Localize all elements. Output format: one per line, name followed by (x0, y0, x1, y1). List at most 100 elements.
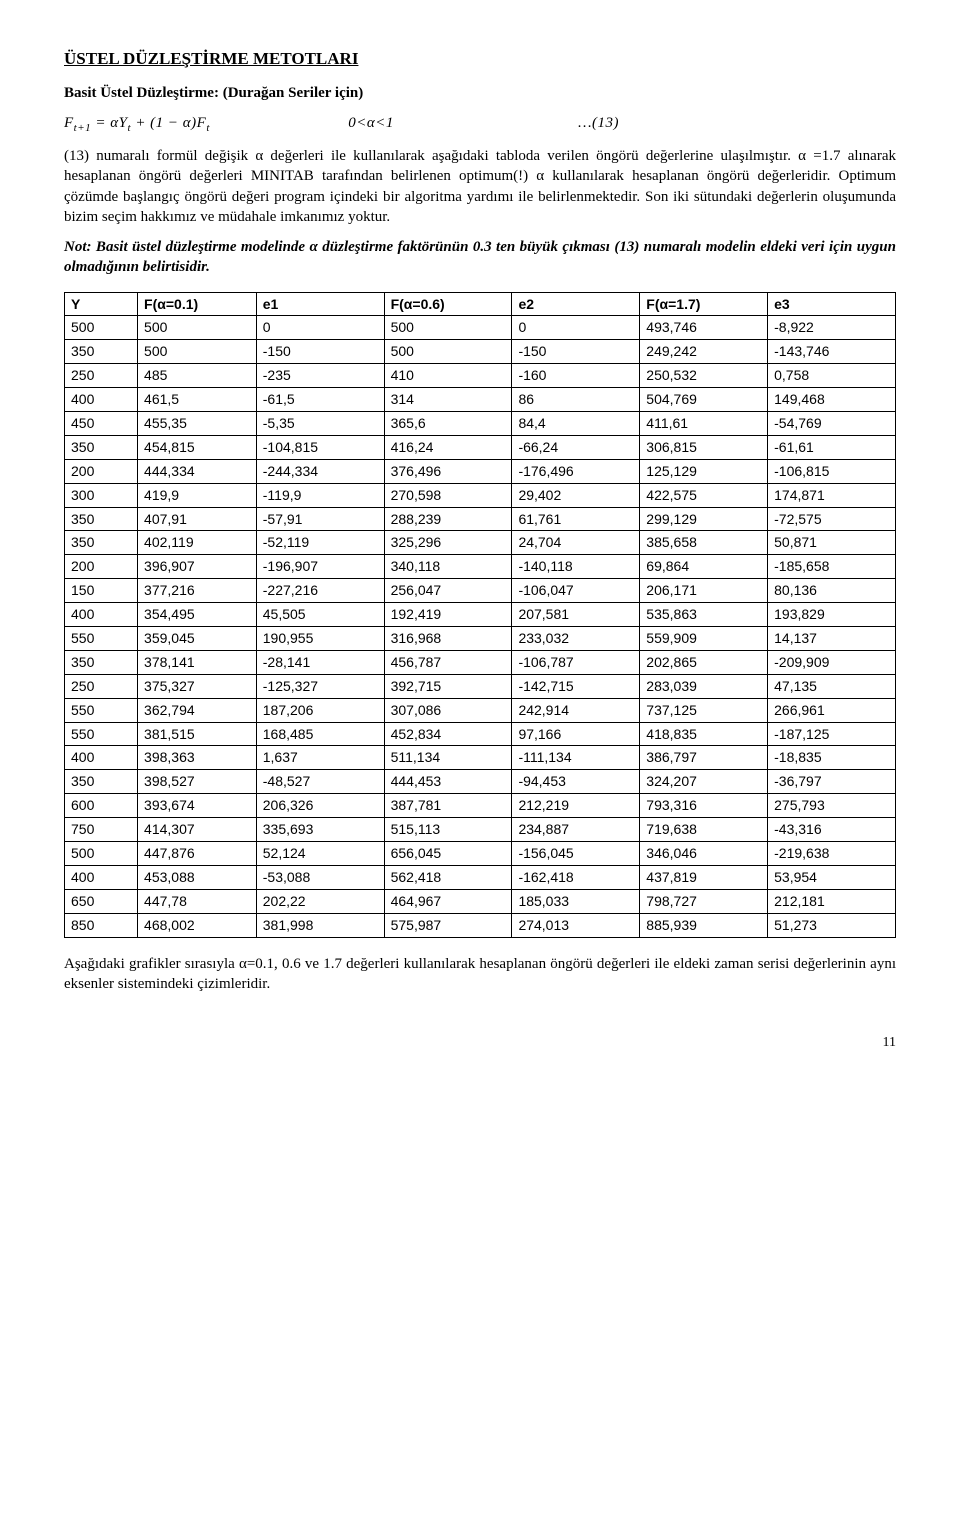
table-cell: -235 (256, 364, 384, 388)
table-cell: 193,829 (768, 603, 896, 627)
table-cell: 422,575 (640, 483, 768, 507)
table-header-cell: e1 (256, 292, 384, 316)
table-cell: 300 (65, 483, 138, 507)
table-cell: -111,134 (512, 746, 640, 770)
table-cell: 437,819 (640, 865, 768, 889)
table-cell: 234,887 (512, 818, 640, 842)
table-cell: 1,637 (256, 746, 384, 770)
table-cell: -54,769 (768, 411, 896, 435)
table-cell: 400 (65, 746, 138, 770)
table-cell: 468,002 (138, 913, 257, 937)
table-cell: 200 (65, 555, 138, 579)
table-cell: -176,496 (512, 459, 640, 483)
table-cell: -57,91 (256, 507, 384, 531)
table-cell: 453,088 (138, 865, 257, 889)
table-cell: 362,794 (138, 698, 257, 722)
table-cell: -227,216 (256, 579, 384, 603)
table-cell: 346,046 (640, 842, 768, 866)
table-row: 400453,088-53,088562,418-162,418437,8195… (65, 865, 896, 889)
table-cell: 250,532 (640, 364, 768, 388)
table-cell: 47,135 (768, 674, 896, 698)
table-cell: 250 (65, 674, 138, 698)
table-row: 250485-235410-160250,5320,758 (65, 364, 896, 388)
table-cell: -48,527 (256, 770, 384, 794)
page-title: ÜSTEL DÜZLEŞTİRME METOTLARI (64, 48, 896, 71)
table-header-row: YF(α=0.1)e1F(α=0.6)e2F(α=1.7)e3 (65, 292, 896, 316)
table-cell: 61,761 (512, 507, 640, 531)
table-cell: 418,835 (640, 722, 768, 746)
table-cell: 324,207 (640, 770, 768, 794)
table-cell: 650 (65, 889, 138, 913)
table-cell: 53,954 (768, 865, 896, 889)
table-cell: -143,746 (768, 340, 896, 364)
table-row: 400398,3631,637511,134-111,134386,797-18… (65, 746, 896, 770)
table-cell: 500 (138, 316, 257, 340)
table-cell: -150 (512, 340, 640, 364)
table-cell: 600 (65, 794, 138, 818)
table-row: 400461,5-61,531486504,769149,468 (65, 388, 896, 412)
table-cell: 270,598 (384, 483, 512, 507)
table-cell: 187,206 (256, 698, 384, 722)
data-table: YF(α=0.1)e1F(α=0.6)e2F(α=1.7)e3 50050005… (64, 292, 896, 938)
table-cell: 365,6 (384, 411, 512, 435)
table-cell: 377,216 (138, 579, 257, 603)
formula-expression: Ft+1 = αYt + (1 − α)Ft (64, 113, 264, 136)
table-cell: -5,35 (256, 411, 384, 435)
table-cell: 212,219 (512, 794, 640, 818)
table-cell: 562,418 (384, 865, 512, 889)
table-cell: 500 (384, 340, 512, 364)
table-cell: 350 (65, 531, 138, 555)
table-cell: 340,118 (384, 555, 512, 579)
table-cell: -61,61 (768, 435, 896, 459)
table-cell: 444,334 (138, 459, 257, 483)
table-cell: 750 (65, 818, 138, 842)
equation-number: …(13) (578, 113, 619, 133)
table-cell: -72,575 (768, 507, 896, 531)
table-cell: -119,9 (256, 483, 384, 507)
table-cell: 275,793 (768, 794, 896, 818)
table-row: 750414,307335,693515,113234,887719,638-4… (65, 818, 896, 842)
table-cell: 24,704 (512, 531, 640, 555)
table-cell: 500 (65, 316, 138, 340)
table-cell: 381,998 (256, 913, 384, 937)
table-cell: 250 (65, 364, 138, 388)
table-cell: 80,136 (768, 579, 896, 603)
table-cell: 575,987 (384, 913, 512, 937)
page-number: 11 (64, 1034, 896, 1053)
table-cell: 256,047 (384, 579, 512, 603)
table-cell: 447,876 (138, 842, 257, 866)
table-cell: 392,715 (384, 674, 512, 698)
table-cell: 168,485 (256, 722, 384, 746)
table-cell: 885,939 (640, 913, 768, 937)
table-cell: 504,769 (640, 388, 768, 412)
table-cell: -162,418 (512, 865, 640, 889)
table-cell: 419,9 (138, 483, 257, 507)
table-header-cell: e3 (768, 292, 896, 316)
table-cell: 50,871 (768, 531, 896, 555)
table-cell: 149,468 (768, 388, 896, 412)
table-header-cell: F(α=0.6) (384, 292, 512, 316)
table-cell: 798,727 (640, 889, 768, 913)
table-cell: 461,5 (138, 388, 257, 412)
table-cell: 266,961 (768, 698, 896, 722)
table-cell: 185,033 (512, 889, 640, 913)
table-cell: 359,045 (138, 627, 257, 651)
table-cell: 793,316 (640, 794, 768, 818)
table-row: 50050005000493,746-8,922 (65, 316, 896, 340)
table-cell: -160 (512, 364, 640, 388)
table-cell: 550 (65, 722, 138, 746)
table-cell: 283,039 (640, 674, 768, 698)
table-cell: 0,758 (768, 364, 896, 388)
table-row: 550381,515168,485452,83497,166418,835-18… (65, 722, 896, 746)
table-cell: -106,815 (768, 459, 896, 483)
table-cell: 455,35 (138, 411, 257, 435)
table-cell: -150 (256, 340, 384, 364)
table-cell: -187,125 (768, 722, 896, 746)
table-cell: 350 (65, 650, 138, 674)
body-paragraph-2: Aşağıdaki grafikler sırasıyla α=0.1, 0.6… (64, 954, 896, 995)
table-row: 600393,674206,326387,781212,219793,31627… (65, 794, 896, 818)
table-cell: -140,118 (512, 555, 640, 579)
table-cell: 559,909 (640, 627, 768, 651)
table-cell: 375,327 (138, 674, 257, 698)
table-cell: -106,047 (512, 579, 640, 603)
